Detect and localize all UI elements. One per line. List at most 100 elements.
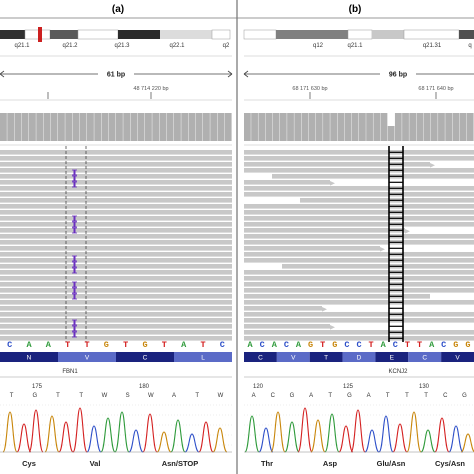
codon-label: Asn/STOP: [162, 459, 199, 468]
reference-base: T: [200, 340, 205, 350]
read: [244, 156, 474, 161]
read: [244, 234, 474, 239]
read: [244, 258, 474, 263]
trace-peak: [378, 415, 394, 453]
alignment-reads: [244, 146, 474, 342]
coverage-bar: [87, 113, 94, 141]
reference-base: G: [453, 340, 458, 350]
coverage-bar: [7, 113, 15, 141]
trace-peak: [198, 421, 214, 453]
called-base: A: [172, 393, 176, 399]
trace-peak: [156, 431, 172, 453]
coverage-bar: [21, 113, 29, 141]
read: [244, 216, 474, 221]
trace-peak: [270, 411, 286, 453]
called-base: W: [148, 393, 154, 399]
band-label: q: [468, 43, 471, 49]
coverage-bar: [402, 113, 409, 141]
coverage-bar: [72, 113, 80, 141]
codon-label: Cys: [22, 459, 36, 468]
coverage-bar: [101, 113, 109, 141]
coverage-bar: [108, 113, 116, 141]
called-base: G: [290, 393, 295, 399]
coverage-bar: [452, 113, 460, 141]
read: [0, 276, 232, 281]
band-label: q21.1: [14, 43, 30, 49]
coverage-bar: [416, 113, 424, 141]
read: [244, 282, 474, 287]
coverage-bar: [265, 113, 273, 141]
ruler: 61 bp 48 714 220 bp: [0, 68, 233, 101]
coverage-bar: [174, 113, 181, 141]
read: [0, 192, 232, 197]
read: [244, 222, 474, 227]
reference-base: A: [247, 340, 253, 350]
coverage-bar: [181, 113, 189, 141]
coverage-bar: [287, 113, 294, 141]
trace-peak: [58, 421, 74, 453]
coverage-bar: [159, 113, 167, 141]
coverage-bar: [14, 113, 22, 141]
insertion-marker: [73, 216, 76, 221]
coverage-bar: [188, 113, 196, 141]
read: [244, 186, 474, 191]
trace-position: 125: [343, 384, 354, 390]
trace-position: 130: [419, 384, 430, 390]
coverage-bar: [217, 113, 225, 141]
read: [244, 336, 474, 341]
amino-acid-block: [174, 352, 232, 362]
codon-label: Val: [90, 459, 101, 468]
trace-peak: [44, 415, 60, 453]
read: [0, 234, 232, 239]
read: [0, 282, 232, 287]
read: [244, 246, 380, 251]
coverage-bar: [258, 113, 266, 141]
band-label: q21.3: [114, 43, 130, 49]
trace-peak: [284, 421, 300, 453]
trace-peak: [142, 413, 158, 453]
coverage-bar: [251, 113, 258, 141]
read: [0, 324, 232, 329]
trace-peak: [16, 423, 32, 453]
reference-base: G: [142, 340, 147, 350]
reference-base: T: [320, 340, 325, 350]
codon-label: Asp: [323, 459, 338, 468]
trace-position: 175: [32, 384, 43, 390]
called-base: W: [102, 393, 108, 399]
trace-peak: [338, 425, 354, 453]
coverage-bar: [308, 113, 316, 141]
coverage-bar: [123, 113, 131, 141]
trace-peak: [258, 427, 274, 453]
amino-acid-label: C: [143, 355, 148, 362]
coverage-bar: [224, 113, 232, 141]
reference-base: G: [308, 340, 313, 350]
coverage-bar: [373, 113, 381, 141]
coverage-bar: [430, 113, 438, 141]
position-label-right: 68 171 640 bp: [418, 86, 453, 92]
read: [244, 210, 474, 215]
read: [0, 306, 232, 311]
insertion-marker: [73, 256, 76, 261]
read: [244, 276, 474, 281]
trace-peak: [392, 423, 408, 453]
read: [0, 288, 232, 293]
trace-peak: [212, 427, 228, 453]
amino-acid-block: [0, 352, 58, 362]
reference-base: A: [26, 340, 32, 350]
reference-base: C: [220, 340, 225, 350]
read: [244, 294, 430, 299]
insertion-marker: [73, 262, 76, 267]
trace-peak: [28, 409, 44, 453]
coverage-bar: [359, 113, 366, 141]
read: [244, 324, 330, 329]
coverage-track: [0, 113, 232, 146]
reference-base: T: [162, 340, 167, 350]
read: [0, 168, 232, 173]
reference-base: C: [284, 340, 289, 350]
read: [0, 294, 232, 299]
codon-label: Cys/Asn: [435, 459, 465, 468]
called-base: T: [79, 393, 83, 399]
insertion-marker: [73, 282, 76, 287]
read: [0, 180, 232, 185]
read: [244, 168, 474, 173]
